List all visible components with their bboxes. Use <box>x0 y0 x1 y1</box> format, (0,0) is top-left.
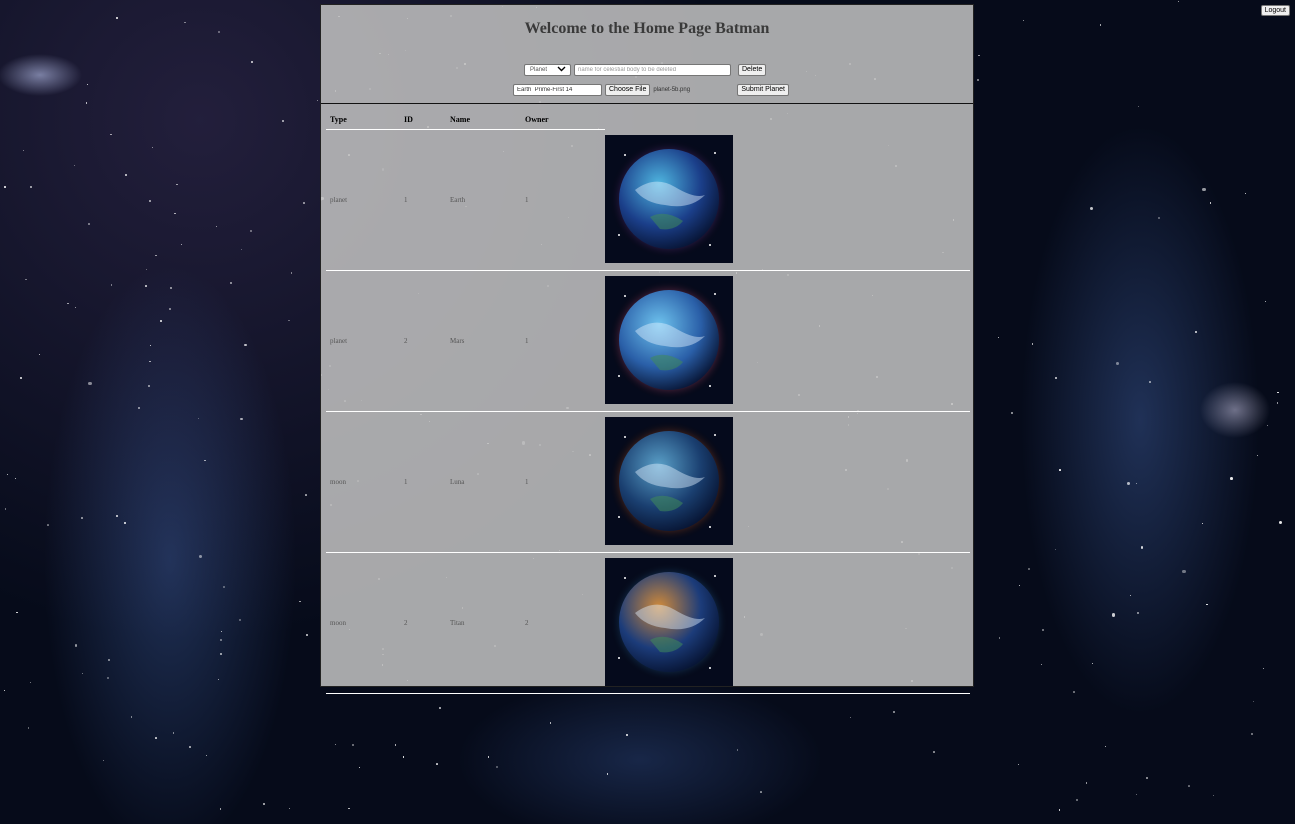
cell-id: 1 <box>400 129 446 271</box>
logout-button[interactable]: Logout <box>1260 5 1290 16</box>
column-header-owner: Owner <box>521 109 605 130</box>
body-type-select-value: Planet <box>530 67 548 73</box>
table-header-row: Type ID Name Owner <box>326 109 970 130</box>
delete-button[interactable]: Delete <box>738 64 767 76</box>
planet-image <box>605 275 733 404</box>
cell-name: Luna <box>446 411 521 553</box>
header-section: Welcome to the Home Page Batman Planet D… <box>321 5 973 104</box>
table-row: moon 1 Luna 1 <box>326 411 970 553</box>
column-header-image <box>605 109 970 130</box>
main-panel: Welcome to the Home Page Batman Planet D… <box>320 4 974 694</box>
cell-type: planet <box>326 270 400 412</box>
page-title: Welcome to the Home Page Batman <box>524 20 770 37</box>
delete-form: Planet Delete <box>524 64 767 76</box>
selected-file-name: planet-5b.png <box>653 87 691 93</box>
delete-name-input[interactable] <box>574 64 731 76</box>
table-row: planet 1 Earth 1 <box>326 129 970 271</box>
cell-id: 1 <box>400 411 446 553</box>
column-header-type: Type <box>326 109 400 130</box>
planet-image <box>605 134 733 263</box>
table-row: moon 2 Titan 2 <box>326 552 970 694</box>
cell-name: Mars <box>446 270 521 412</box>
cell-name: Earth <box>446 129 521 271</box>
cell-id: 2 <box>400 270 446 412</box>
submit-planet-button[interactable]: Submit Planet <box>737 84 789 96</box>
cell-id: 2 <box>400 552 446 694</box>
column-header-name: Name <box>446 109 521 130</box>
cell-owner: 1 <box>521 129 605 271</box>
cell-owner: 1 <box>521 411 605 553</box>
cell-image <box>605 552 970 694</box>
submit-form: Choose File planet-5b.png Submit Planet <box>513 84 789 96</box>
cell-image <box>605 129 970 271</box>
cell-owner: 1 <box>521 270 605 412</box>
cell-type: moon <box>326 552 400 694</box>
cell-type: planet <box>326 129 400 271</box>
column-header-id: ID <box>400 109 446 130</box>
celestial-bodies-table: Type ID Name Owner planet 1 Earth 1 planet 2 M… <box>326 109 970 694</box>
planet-image <box>605 557 733 686</box>
cell-name: Titan <box>446 552 521 694</box>
cell-image <box>605 411 970 553</box>
body-type-select[interactable]: Planet <box>524 64 571 76</box>
cell-owner: 2 <box>521 552 605 694</box>
cell-image <box>605 270 970 412</box>
planet-image <box>605 416 733 545</box>
cell-type: moon <box>326 411 400 553</box>
choose-file-button[interactable]: Choose File <box>605 84 651 96</box>
planet-name-input[interactable] <box>513 84 602 96</box>
table-row: planet 2 Mars 1 <box>326 270 970 412</box>
chevron-down-icon <box>557 66 566 74</box>
